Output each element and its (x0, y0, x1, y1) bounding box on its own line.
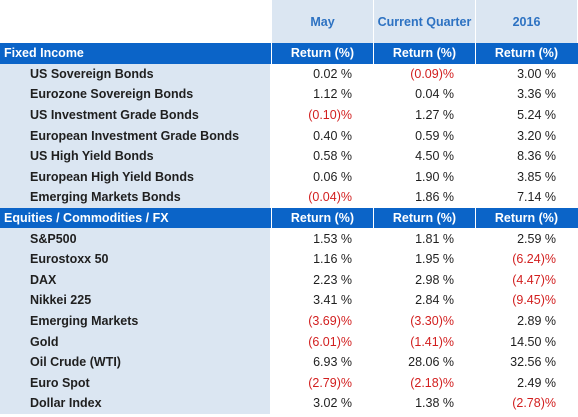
return-value: 7.14 % (475, 187, 577, 208)
row-label: Eurozone Sovereign Bonds (0, 84, 271, 105)
table-row: Nikkei 225 3.41 % 2.84 % (9.45)% (0, 290, 578, 311)
table-row: S&P500 1.53 % 1.81 % 2.59 % (0, 228, 578, 249)
row-label: US High Yield Bonds (0, 145, 271, 167)
row-label: Emerging Markets Bonds (0, 187, 271, 208)
return-value: 3.20 % (475, 125, 577, 146)
return-value: 4.50 % (373, 145, 475, 167)
return-value: 2.98 % (373, 269, 475, 291)
section-title: Equities / Commodities / FX (4, 211, 169, 226)
column-header-may: May (271, 0, 373, 43)
return-value: 1.86 % (373, 187, 475, 208)
return-value: 3.02 % (271, 393, 373, 414)
section-subheader: Return (%) (475, 207, 577, 229)
section-header-fixed-income: Fixed Income Return (%) Return (%) Retur… (0, 43, 578, 64)
return-value: 1.16 % (271, 248, 373, 270)
return-value: 2.23 % (271, 269, 373, 291)
row-label: Emerging Markets (0, 310, 271, 332)
section-subheader: Return (%) (271, 207, 373, 229)
return-value: (2.79)% (271, 372, 373, 394)
return-value: (0.04)% (271, 187, 373, 208)
return-value: 1.90 % (373, 166, 475, 188)
return-value: 1.12 % (271, 84, 373, 105)
column-header-current-quarter: Current Quarter (373, 0, 475, 43)
return-value: 0.06 % (271, 166, 373, 188)
section-header-equities-commodities-fx: Equities / Commodities / FX Return (%) R… (0, 207, 578, 229)
row-label: Euro Spot (0, 372, 271, 394)
table-row: DAX 2.23 % 2.98 % (4.47)% (0, 269, 578, 291)
return-value: 1.38 % (373, 393, 475, 414)
return-value: 28.06 % (373, 351, 475, 373)
row-label: European High Yield Bonds (0, 166, 271, 188)
row-label: US Sovereign Bonds (0, 63, 271, 85)
return-value: 2.49 % (475, 372, 577, 394)
return-value: 1.27 % (373, 104, 475, 126)
return-value: (3.30)% (373, 310, 475, 332)
return-value: 3.36 % (475, 84, 577, 105)
return-value: 6.93 % (271, 351, 373, 373)
row-label: US Investment Grade Bonds (0, 104, 271, 126)
return-value: 3.00 % (475, 63, 577, 85)
table-row: US High Yield Bonds 0.58 % 4.50 % 8.36 % (0, 145, 578, 167)
return-value: 8.36 % (475, 145, 577, 167)
table-row: European Investment Grade Bonds 0.40 % 0.5… (0, 125, 578, 146)
equities-rows: S&P500 1.53 % 1.81 % 2.59 % Eurostoxx 50 1.16… (0, 228, 578, 414)
table-row: Eurozone Sovereign Bonds 1.12 % 0.04 % 3.36… (0, 84, 578, 105)
return-value: 3.85 % (475, 166, 577, 188)
section-subheader: Return (%) (373, 43, 475, 64)
return-value: 0.02 % (271, 63, 373, 85)
table-row: Emerging Markets (3.69)% (3.30)% 2.89 % (0, 310, 578, 332)
return-value: (6.01)% (271, 331, 373, 352)
row-label: S&P500 (0, 228, 271, 249)
column-header-row: May Current Quarter 2016 (0, 0, 578, 43)
row-label: Gold (0, 331, 271, 352)
table-row: Emerging Markets Bonds (0.04)% 1.86 % 7.14 … (0, 187, 578, 208)
return-value: (0.09)% (373, 63, 475, 85)
column-header-2016: 2016 (475, 0, 577, 43)
table-row: Oil Crude (WTI) 6.93 % 28.06 % 32.56 % (0, 351, 578, 373)
return-value: (9.45)% (475, 290, 577, 311)
return-value: 2.59 % (475, 228, 577, 249)
return-value: (4.47)% (475, 269, 577, 291)
row-label: European Investment Grade Bonds (0, 125, 271, 146)
return-value: 0.59 % (373, 125, 475, 146)
return-value: 0.04 % (373, 84, 475, 105)
return-value: 1.95 % (373, 248, 475, 270)
section-title: Fixed Income (4, 46, 84, 61)
return-value: 2.84 % (373, 290, 475, 311)
section-subheader: Return (%) (373, 207, 475, 229)
return-value: (6.24)% (475, 248, 577, 270)
section-subheader: Return (%) (475, 43, 577, 64)
table-row: Gold (6.01)% (1.41)% 14.50 % (0, 331, 578, 352)
row-label: DAX (0, 269, 271, 291)
return-value: 5.24 % (475, 104, 577, 126)
return-value: 0.40 % (271, 125, 373, 146)
return-value: (0.10)% (271, 104, 373, 126)
header-spacer (0, 0, 271, 43)
row-label: Oil Crude (WTI) (0, 351, 271, 373)
return-value: (2.18)% (373, 372, 475, 394)
section-subheader: Return (%) (271, 43, 373, 64)
table-row: Dollar Index 3.02 % 1.38 % (2.78)% (0, 393, 578, 414)
return-value: 3.41 % (271, 290, 373, 311)
fixed-income-rows: US Sovereign Bonds 0.02 % (0.09)% 3.00 % Eur… (0, 63, 578, 208)
return-value: 32.56 % (475, 351, 577, 373)
table-row: US Investment Grade Bonds (0.10)% 1.27 % 5.… (0, 104, 578, 126)
table-row: European High Yield Bonds 0.06 % 1.90 % 3.8… (0, 166, 578, 188)
row-label: Dollar Index (0, 393, 271, 414)
return-value: 1.81 % (373, 228, 475, 249)
table-row: Eurostoxx 50 1.16 % 1.95 % (6.24)% (0, 248, 578, 270)
return-value: 14.50 % (475, 331, 577, 352)
return-value: 2.89 % (475, 310, 577, 332)
return-value: 0.58 % (271, 145, 373, 167)
return-value: (2.78)% (475, 393, 577, 414)
return-value: (3.69)% (271, 310, 373, 332)
table-row: US Sovereign Bonds 0.02 % (0.09)% 3.00 % (0, 63, 578, 85)
row-label: Eurostoxx 50 (0, 248, 271, 270)
return-value: 1.53 % (271, 228, 373, 249)
table-row: Euro Spot (2.79)% (2.18)% 2.49 % (0, 372, 578, 394)
row-label: Nikkei 225 (0, 290, 271, 311)
return-value: (1.41)% (373, 331, 475, 352)
